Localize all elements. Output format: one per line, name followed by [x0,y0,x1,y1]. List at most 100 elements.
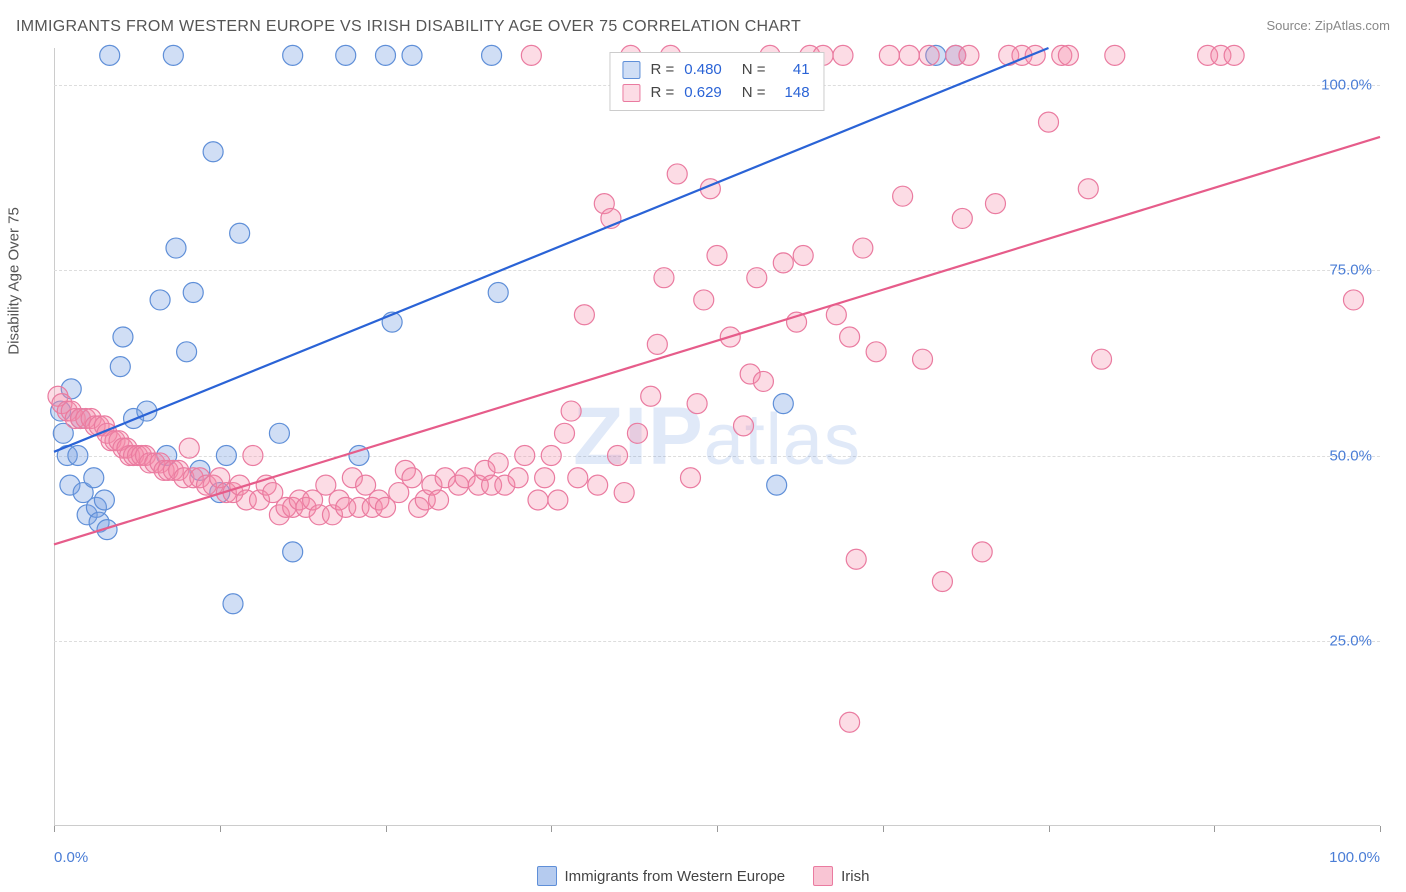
scatter-point [515,446,535,466]
scatter-point [687,394,707,414]
scatter-point [1078,179,1098,199]
scatter-point [985,194,1005,214]
scatter-point [68,446,88,466]
scatter-point [568,468,588,488]
scatter-point [482,45,502,65]
source-attribution: Source: ZipAtlas.com [1266,18,1390,33]
chart-title: IMMIGRANTS FROM WESTERN EUROPE VS IRISH … [16,18,801,36]
scatter-point [203,142,223,162]
scatter-point [680,468,700,488]
x-axis-max-label: 100.0% [1329,849,1380,866]
scatter-point [654,268,674,288]
scatter-point [269,423,289,443]
scatter-point [535,468,555,488]
stats-legend-box: R = 0.480 N = 41 R = 0.629 N = 148 [609,52,824,111]
scatter-point [1039,112,1059,132]
source-prefix: Source: [1266,18,1314,33]
scatter-point [840,712,860,732]
scatter-point [336,45,356,65]
x-tick-mark [220,826,221,832]
scatter-point [846,549,866,569]
scatter-point [627,423,647,443]
scatter-point [734,416,754,436]
scatter-point [508,468,528,488]
x-tick-mark [551,826,552,832]
scatter-point [853,238,873,258]
x-tick-mark [1214,826,1215,832]
scatter-point [826,305,846,325]
scatter-point [376,45,396,65]
scatter-point [747,268,767,288]
scatter-point [959,45,979,65]
series-swatch [622,61,640,79]
scatter-point [793,245,813,265]
scatter-point [84,468,104,488]
scatter-point [574,305,594,325]
scatter-point [913,349,933,369]
scatter-point [588,475,608,495]
scatter-point [528,490,548,510]
chart-header: IMMIGRANTS FROM WESTERN EUROPE VS IRISH … [16,18,1390,36]
stat-n-label: N = [742,59,766,82]
scatter-point [488,453,508,473]
scatter-point [177,342,197,362]
scatter-point [402,468,422,488]
scatter-point [1224,45,1244,65]
scatter-point [1343,290,1363,310]
x-axis-min-label: 0.0% [54,849,88,866]
scatter-point [866,342,886,362]
scatter-point [110,357,130,377]
scatter-point [94,490,114,510]
plot-area: 25.0%50.0%75.0%100.0% ZIPatlas R =0.480N… [54,48,1380,826]
scatter-point [223,594,243,614]
scatter-point [555,423,575,443]
scatter-point [1058,45,1078,65]
scatter-point [608,446,628,466]
x-tick-mark [386,826,387,832]
stat-n-value: 148 [776,82,810,105]
scatter-point [647,334,667,354]
scatter-point [767,475,787,495]
scatter-point [548,490,568,510]
legend-item: Irish [813,866,869,886]
scatter-point [429,490,449,510]
scatter-point [952,208,972,228]
stat-n-label: N = [742,82,766,105]
scatter-point [919,45,939,65]
scatter-point [707,245,727,265]
x-tick-mark [1049,826,1050,832]
x-tick-mark [883,826,884,832]
series-swatch [622,84,640,102]
legend-label: Irish [841,868,869,885]
stat-r-value: 0.480 [684,59,722,82]
scatter-point [541,446,561,466]
scatter-point [113,327,133,347]
stat-r-value: 0.629 [684,82,722,105]
bottom-legend: Immigrants from Western Europe Irish [0,866,1406,886]
stat-r-label: R = [650,82,674,105]
scatter-point [183,283,203,303]
scatter-point [614,483,634,503]
scatter-point [283,542,303,562]
scatter-point [833,45,853,65]
scatter-point [694,290,714,310]
scatter-point [216,446,236,466]
scatter-point [179,438,199,458]
trend-line [54,137,1380,545]
scatter-point [932,571,952,591]
scatter-point [773,253,793,273]
source-link[interactable]: ZipAtlas.com [1315,18,1390,33]
scatter-point [972,542,992,562]
scatter-point [1105,45,1125,65]
stat-n-value: 41 [776,59,810,82]
x-tick-mark [1380,826,1381,832]
stats-row: R = 0.480 N = 41 [622,59,809,82]
scatter-point [163,45,183,65]
scatter-point [488,283,508,303]
legend-label: Immigrants from Western Europe [565,868,786,885]
stat-r-label: R = [650,59,674,82]
scatter-point [166,238,186,258]
scatter-point [879,45,899,65]
scatter-point [100,45,120,65]
x-tick-mark [54,826,55,832]
